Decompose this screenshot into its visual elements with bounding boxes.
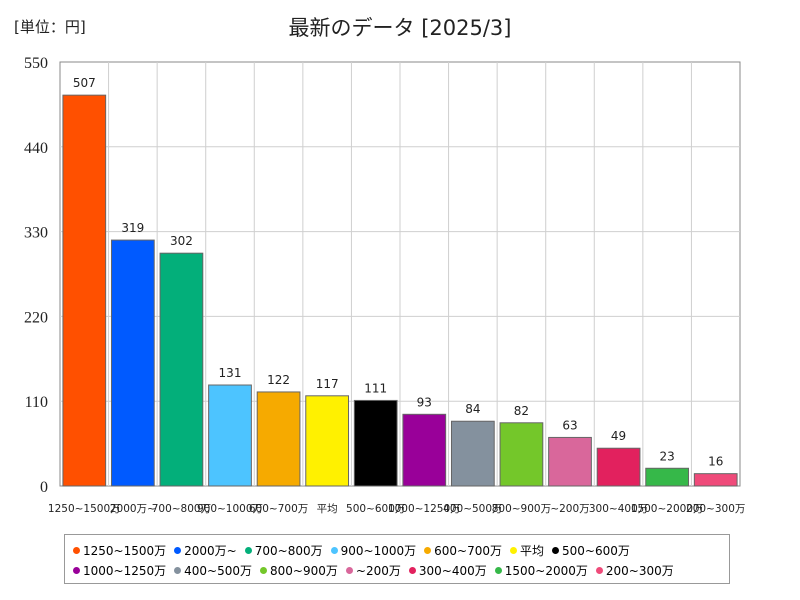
- data-label: 16: [708, 455, 723, 469]
- data-label: 49: [611, 429, 626, 443]
- bar: [499, 422, 544, 487]
- x-tick-label: 700~800万: [152, 503, 211, 515]
- data-label: 82: [514, 404, 529, 418]
- x-tick-label: 400~500万: [443, 503, 502, 515]
- legend-label: 300~400万: [418, 563, 487, 578]
- data-label: 302: [170, 234, 193, 248]
- legend-swatch: [510, 546, 517, 554]
- bar: [159, 252, 204, 487]
- x-tick-label: 300~400万: [589, 503, 648, 515]
- data-label: 84: [465, 402, 480, 416]
- legend-swatch: [494, 566, 502, 574]
- bar-chart: 0 110 220 330 440 550 507 1250~1500万 319 2000万~ 30…: [24, 55, 745, 515]
- x-tick-label: 1250~1500万: [48, 503, 121, 515]
- legend-label: 1250~1500万: [83, 543, 167, 558]
- legend-item: 800~900万: [260, 560, 338, 580]
- legend-label: 1500~2000万: [504, 563, 588, 578]
- legend-label: 800~900万: [270, 563, 338, 578]
- legend-item: 2000万~: [174, 540, 237, 560]
- bar: [548, 436, 592, 487]
- data-label: 131: [219, 366, 242, 380]
- legend-swatch: [595, 566, 603, 574]
- legend-label: ~200万: [355, 563, 401, 578]
- legend-swatch: [73, 546, 80, 554]
- bar: [645, 467, 690, 487]
- bar: [208, 384, 252, 487]
- bar: [693, 473, 738, 487]
- legend-swatch: [408, 566, 416, 574]
- legend-swatch: [174, 566, 182, 574]
- data-label: 23: [660, 449, 675, 463]
- y-tick-label: 330: [24, 225, 48, 242]
- legend-item: 900~1000万: [330, 540, 417, 560]
- chart-title: 最新のデータ [2025/3]: [288, 16, 512, 40]
- x-tick-label: 800~900万: [492, 503, 551, 515]
- legend-swatch: [345, 566, 353, 574]
- legend-item: 400~500万: [174, 560, 252, 580]
- data-label: 63: [562, 418, 577, 432]
- bar: [110, 239, 155, 487]
- legend-item: 600~700万: [424, 540, 502, 560]
- x-tick-label: 平均: [317, 503, 338, 515]
- y-tick-label: 550: [24, 55, 48, 72]
- legend-item: 300~400万: [408, 560, 487, 580]
- legend-swatch: [330, 546, 338, 554]
- x-tick-label: 500~600万: [346, 503, 405, 515]
- legend-label: 200~300万: [605, 563, 674, 578]
- x-tick-label: 2000万~: [110, 503, 156, 515]
- legend-label: 2000万~: [184, 543, 237, 558]
- legend-item: 700~800万: [244, 540, 323, 560]
- chart-legend: 1250~1500万 2000万~ 700~800万 900~1000万 600~700…: [64, 534, 730, 584]
- x-tick-label: 1500~2000万: [631, 503, 704, 515]
- legend-swatch: [424, 546, 432, 554]
- legend-item: 1250~1500万: [73, 540, 166, 560]
- y-tick-label: 110: [25, 394, 48, 411]
- legend-item: 平均: [510, 540, 544, 560]
- data-label: 111: [364, 381, 387, 395]
- y-tick-label: 0: [40, 479, 48, 496]
- legend-label: 700~800万: [254, 543, 323, 558]
- bar: [402, 413, 447, 487]
- data-label: 319: [121, 221, 144, 235]
- bar: [62, 94, 107, 487]
- x-tick-label: 1000~1250万: [388, 503, 461, 515]
- legend-swatch: [260, 566, 268, 574]
- legend-swatch: [174, 546, 182, 554]
- bar: [256, 391, 301, 487]
- legend-label: 1000~1250万: [83, 563, 167, 578]
- legend-item: 200~300万: [595, 560, 674, 580]
- data-label: 93: [417, 395, 432, 409]
- x-tick-label: 600~700万: [249, 503, 308, 515]
- legend-label: 平均: [520, 543, 545, 558]
- unit-label: [単位：円]: [14, 18, 86, 36]
- y-tick-label: 440: [24, 140, 48, 157]
- x-tick-label: ~200万: [550, 503, 589, 515]
- y-tick-label: 220: [24, 309, 48, 326]
- legend-item: 1000~1250万: [73, 560, 166, 580]
- legend-label: 500~600万: [562, 543, 630, 558]
- legend-swatch: [73, 566, 80, 574]
- data-label: 122: [267, 373, 290, 387]
- legend-label: 600~700万: [434, 543, 502, 558]
- bar: [450, 420, 495, 487]
- bar: [305, 395, 350, 487]
- x-tick-label: 900~1000万: [197, 503, 263, 515]
- legend-item: 500~600万: [552, 540, 630, 560]
- legend-item: ~200万: [345, 560, 401, 580]
- data-label: 507: [73, 76, 96, 90]
- data-label: 117: [316, 377, 339, 391]
- legend-item: 1500~2000万: [494, 560, 588, 580]
- bar: [353, 399, 398, 487]
- legend-label: 400~500万: [184, 563, 253, 578]
- x-tick-label: 200~300万: [686, 503, 745, 515]
- bar: [596, 447, 641, 487]
- legend-label: 900~1000万: [340, 543, 417, 558]
- legend-swatch: [244, 546, 252, 554]
- legend-swatch: [552, 546, 560, 554]
